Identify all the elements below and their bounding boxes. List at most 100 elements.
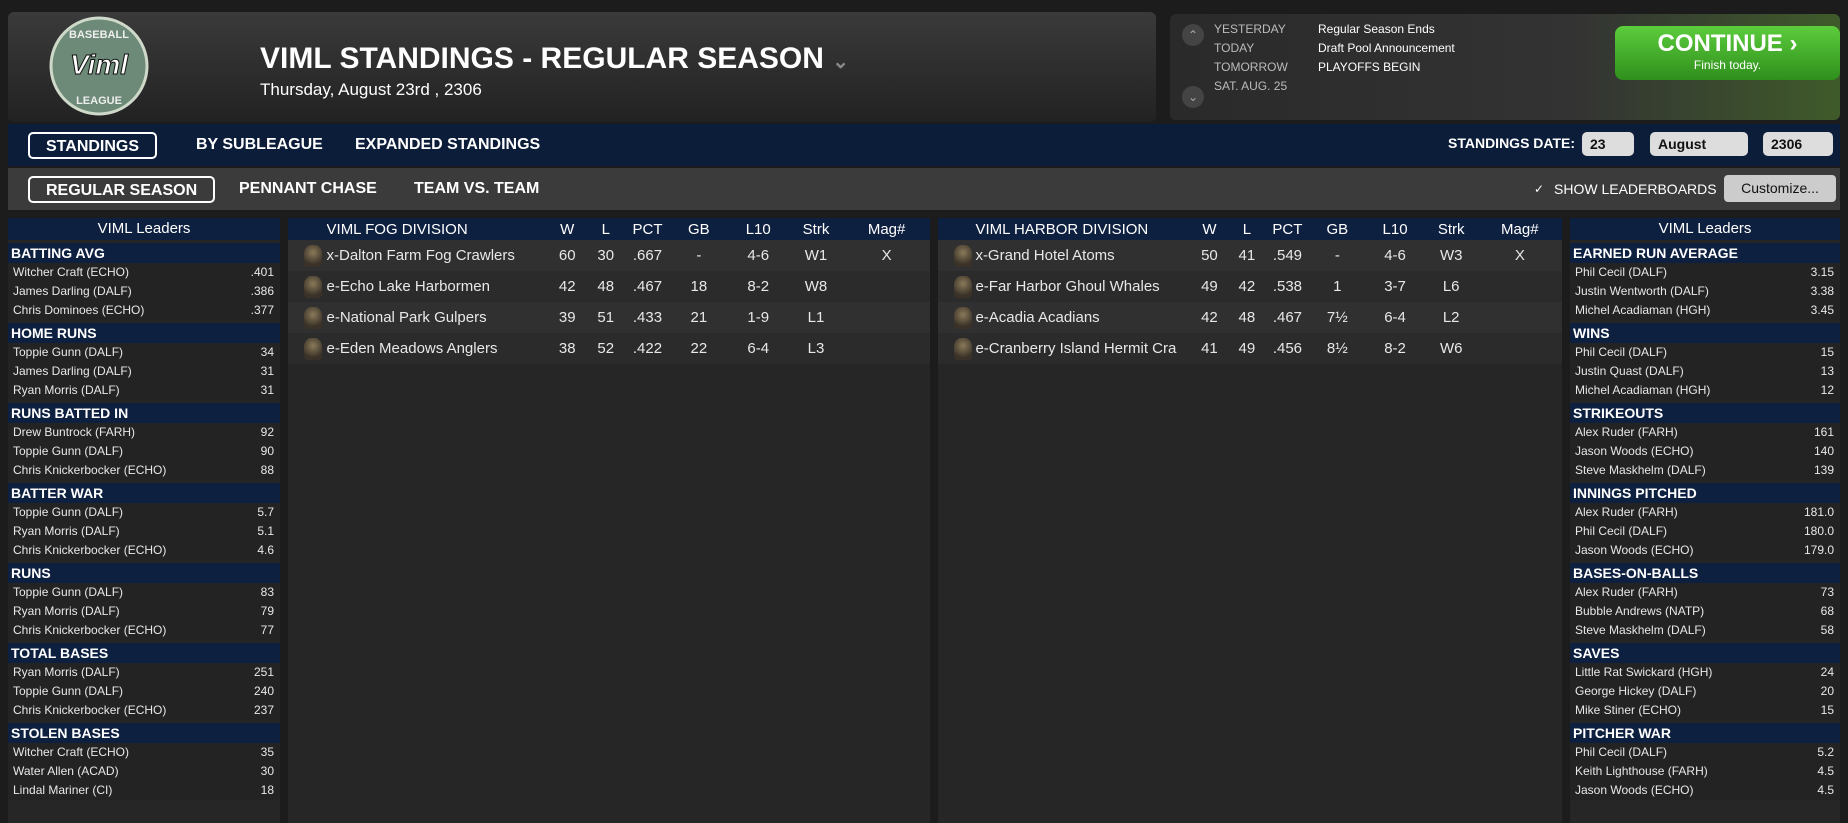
player: Ryan Morris (DALF): [13, 665, 120, 679]
leader-row[interactable]: Ryan Morris (DALF) 79: [8, 602, 280, 621]
leader-row[interactable]: Lindal Mariner (CI) 18: [8, 781, 280, 800]
leader-row[interactable]: Toppie Gunn (DALF) 90: [8, 442, 280, 461]
stat: 31: [260, 364, 274, 378]
schedule-label: TOMORROW: [1214, 60, 1288, 74]
leader-row[interactable]: Phil Cecil (DALF) 3.15: [1570, 263, 1840, 282]
leader-row[interactable]: Bubble Andrews (NATP) 68: [1570, 602, 1840, 621]
stat: .386: [250, 284, 274, 298]
team-stat: 48: [597, 278, 615, 295]
tab[interactable]: STANDINGS: [28, 132, 158, 159]
tab[interactable]: EXPANDED STANDINGS: [355, 136, 541, 153]
leader-row[interactable]: Witcher Craft (ECHO) 35: [8, 743, 280, 762]
column-header[interactable]: PCT: [632, 220, 663, 238]
leader-row[interactable]: Steve Maskhelm (DALF) 58: [1570, 621, 1840, 640]
scroll-down[interactable]: ⌄: [1182, 86, 1204, 108]
day-select[interactable]: 23: [1582, 132, 1634, 156]
team-row[interactable]: e-Eden Meadows Anglers 38 52 .422 22 6-4 L3: [288, 333, 930, 364]
column-header[interactable]: Strk: [1437, 220, 1465, 238]
team-stat: 42: [1201, 309, 1218, 326]
team-row[interactable]: e-Acadia Acadians 42 48 .467 7½ 6-4 L2: [938, 302, 1562, 333]
stat: 139: [1813, 463, 1834, 477]
leader-row[interactable]: Toppie Gunn (DALF) 240: [8, 682, 280, 701]
leader-row[interactable]: Witcher Craft (ECHO) .401: [8, 263, 280, 282]
stat: 5.1: [257, 524, 274, 538]
column-header[interactable]: L: [601, 220, 610, 238]
leader-row[interactable]: Jason Woods (ECHO) 179.0: [1570, 541, 1840, 560]
column-header[interactable]: L10: [1382, 220, 1408, 238]
column-header[interactable]: L10: [745, 220, 771, 238]
column-header[interactable]: W: [1202, 220, 1217, 238]
leader-row[interactable]: Jason Woods (ECHO) 140: [1570, 442, 1840, 461]
leader-row[interactable]: Phil Cecil (DALF) 15: [1570, 343, 1840, 362]
stat: 34: [260, 345, 274, 359]
stat: 251: [253, 665, 274, 679]
customize-button[interactable]: Customize...: [1724, 175, 1836, 202]
leader-row[interactable]: Keith Lighthouse (FARH) 4.5: [1570, 762, 1840, 781]
column-header[interactable]: PCT: [1272, 220, 1303, 238]
leader-row[interactable]: Chris Dominoes (ECHO) .377: [8, 301, 280, 320]
team-row[interactable]: e-Far Harbor Ghoul Whales 49 42 .538 1 3-7 L6: [938, 271, 1562, 302]
team-name: e-Eden Meadows Anglers: [326, 340, 498, 357]
month-select[interactable]: August: [1650, 132, 1748, 156]
team-row[interactable]: e-Echo Lake Harbormen 42 48 .467 18 8-2 W8: [288, 271, 930, 302]
column-header[interactable]: GB: [1326, 220, 1349, 238]
stat: 30: [260, 764, 274, 778]
scroll-up[interactable]: ⌃: [1182, 24, 1204, 46]
leader-row[interactable]: Chris Knickerbocker (ECHO) 4.6: [8, 541, 280, 560]
leader-row[interactable]: Alex Ruder (FARH) 73: [1570, 583, 1840, 602]
player: Chris Knickerbocker (ECHO): [13, 703, 167, 717]
leader-row[interactable]: Water Allen (ACAD) 30: [8, 762, 280, 781]
leader-row[interactable]: Michel Acadiaman (HGH) 12: [1570, 381, 1840, 400]
leader-row[interactable]: Toppie Gunn (DALF) 5.7: [8, 503, 280, 522]
title-dropdown[interactable]: ⌄: [832, 51, 850, 73]
leader-row[interactable]: Chris Knickerbocker (ECHO) 88: [8, 461, 280, 480]
team-name: e-Cranberry Island Hermit Cra: [975, 340, 1177, 357]
stat: 15: [1820, 703, 1834, 717]
schedule-label: SAT. AUG. 25: [1214, 79, 1288, 93]
column-header[interactable]: W: [560, 220, 575, 238]
team-row[interactable]: e-Cranberry Island Hermit Cra 41 49 .456 8½ 8…: [938, 333, 1562, 364]
team-row[interactable]: e-National Park Gulpers 39 51 .433 21 1-9 L1: [288, 302, 930, 333]
leader-row[interactable]: Mike Stiner (ECHO) 15: [1570, 701, 1840, 720]
leader-row[interactable]: Jason Woods (ECHO) 4.5: [1570, 781, 1840, 800]
column-header[interactable]: Strk: [802, 220, 830, 238]
continue-button[interactable]: CONTINUE › Finish today.: [1615, 26, 1840, 80]
leader-row[interactable]: Michel Acadiaman (HGH) 3.45: [1570, 301, 1840, 320]
column-header[interactable]: L: [1242, 220, 1252, 238]
leader-row[interactable]: Phil Cecil (DALF) 5.2: [1570, 743, 1840, 762]
player: Drew Buntrock (FARH): [13, 425, 136, 439]
leader-row[interactable]: James Darling (DALF) .386: [8, 282, 280, 301]
leader-row[interactable]: Phil Cecil (DALF) 180.0: [1570, 522, 1840, 541]
leader-row[interactable]: Little Rat Swickard (HGH) 24: [1570, 663, 1840, 682]
leader-row[interactable]: Toppie Gunn (DALF) 83: [8, 583, 280, 602]
leader-row[interactable]: James Darling (DALF) 31: [8, 362, 280, 381]
player: Jason Woods (ECHO): [1575, 444, 1694, 458]
team-row[interactable]: x-Grand Hotel Atoms 50 41 .549 - 4-6 W3 X: [938, 240, 1562, 271]
logo-icon: [954, 244, 972, 267]
stat: 20: [1820, 684, 1834, 698]
team-stat: .467: [1272, 309, 1303, 326]
year-select[interactable]: 2306: [1763, 132, 1833, 156]
subtab[interactable]: PENNANT CHASE: [239, 180, 377, 197]
leader-row[interactable]: Alex Ruder (FARH) 161: [1570, 423, 1840, 442]
leader-row[interactable]: Steve Maskhelm (DALF) 139: [1570, 461, 1840, 480]
team-row[interactable]: x-Dalton Farm Fog Crawlers 60 30 .667 - 4-6 W1…: [288, 240, 930, 271]
leader-row[interactable]: Ryan Morris (DALF) 5.1: [8, 522, 280, 541]
leader-row[interactable]: Justin Wentworth (DALF) 3.38: [1570, 282, 1840, 301]
subtab[interactable]: TEAM VS. TEAM: [414, 180, 540, 197]
subtab[interactable]: REGULAR SEASON: [28, 176, 216, 203]
column-header[interactable]: Mag#: [867, 220, 906, 238]
column-header[interactable]: GB: [688, 220, 710, 238]
leader-row[interactable]: George Hickey (DALF) 20: [1570, 682, 1840, 701]
column-header[interactable]: Mag#: [1501, 220, 1539, 238]
leader-row[interactable]: Ryan Morris (DALF) 251: [8, 663, 280, 682]
leader-row[interactable]: Chris Knickerbocker (ECHO) 77: [8, 621, 280, 640]
tab[interactable]: BY SUBLEAGUE: [196, 136, 323, 153]
leader-row[interactable]: Ryan Morris (DALF) 31: [8, 381, 280, 400]
leader-row[interactable]: Chris Knickerbocker (ECHO) 237: [8, 701, 280, 720]
leader-row[interactable]: Alex Ruder (FARH) 181.0: [1570, 503, 1840, 522]
leader-row[interactable]: Toppie Gunn (DALF) 34: [8, 343, 280, 362]
leader-row[interactable]: Justin Quast (DALF) 13: [1570, 362, 1840, 381]
checkbox[interactable]: ✓: [1534, 182, 1545, 196]
leader-row[interactable]: Drew Buntrock (FARH) 92: [8, 423, 280, 442]
